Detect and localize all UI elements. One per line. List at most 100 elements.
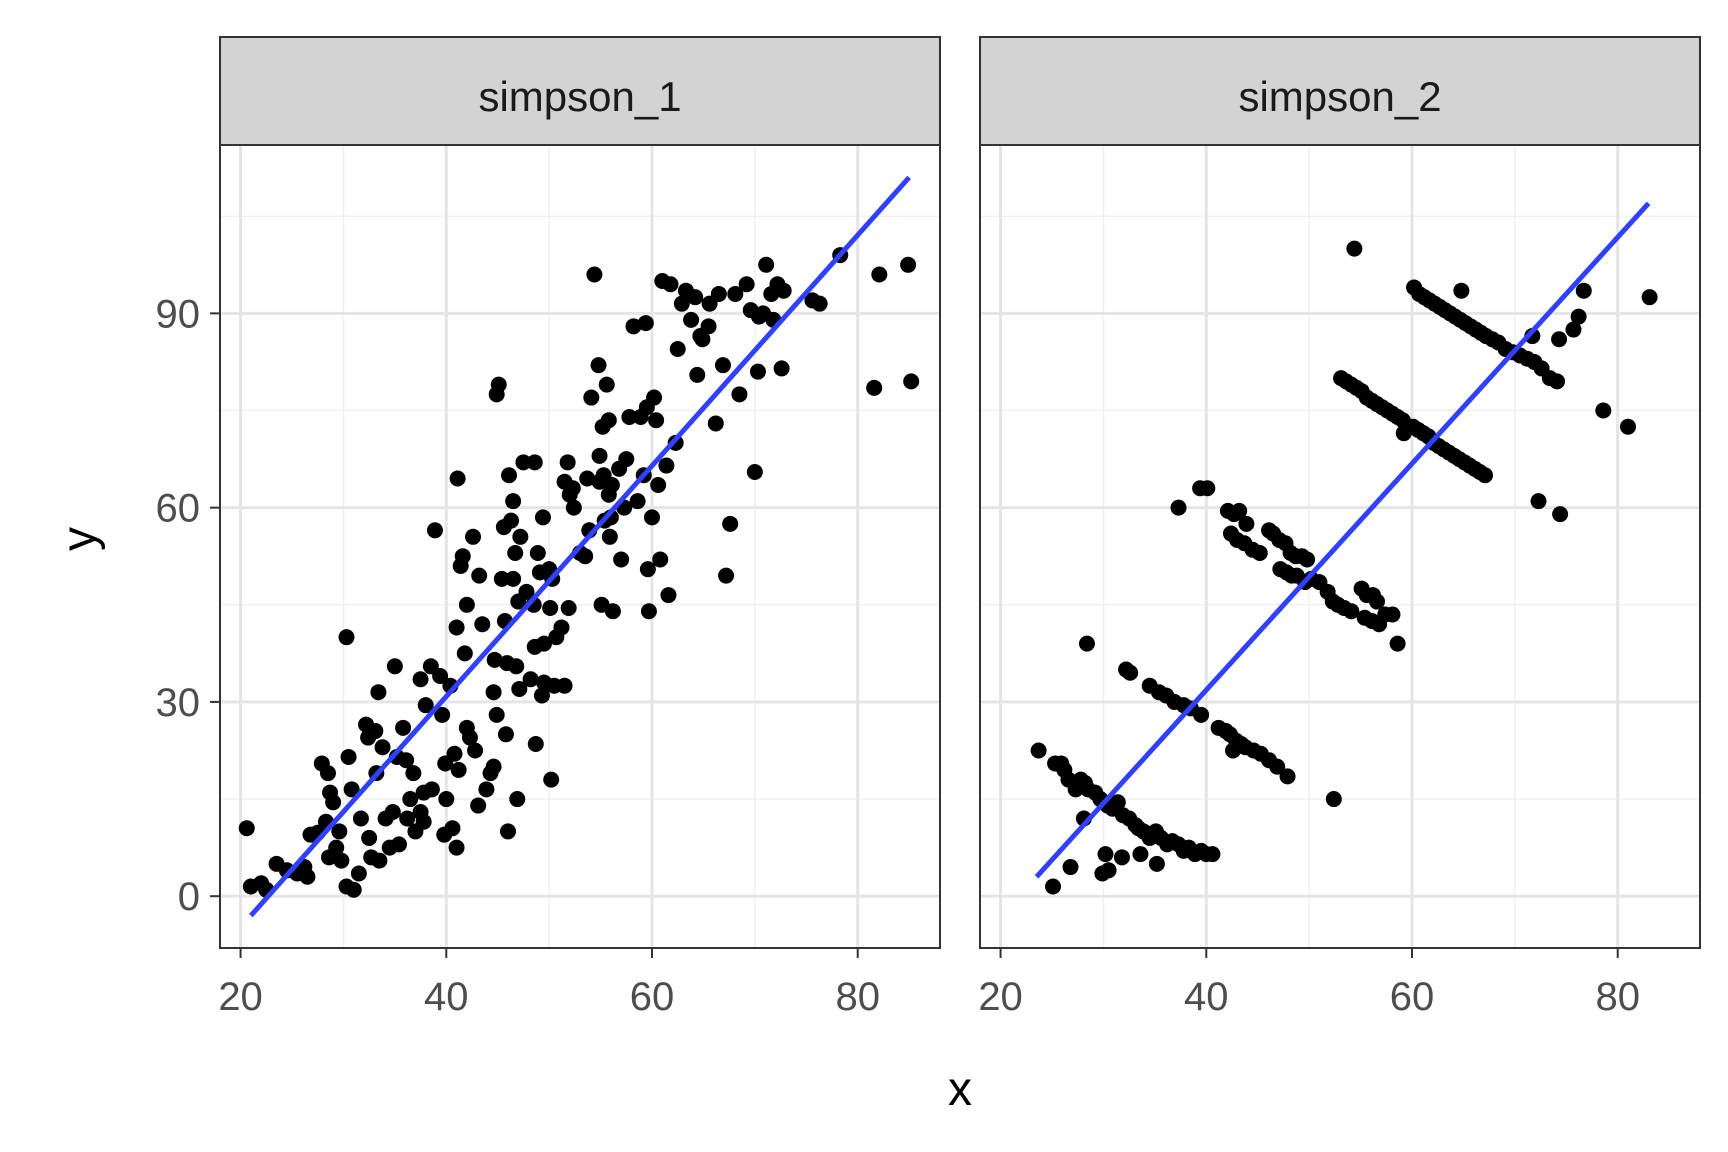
- data-point: [652, 551, 669, 568]
- data-point: [507, 544, 524, 561]
- data-point: [1279, 768, 1296, 785]
- data-point: [637, 315, 654, 332]
- data-point: [325, 794, 342, 811]
- data-point: [1113, 849, 1130, 866]
- data-point: [722, 515, 739, 532]
- data-point: [500, 823, 516, 840]
- data-point: [529, 544, 546, 561]
- data-point: [718, 567, 735, 584]
- data-point: [456, 645, 473, 662]
- data-point: [600, 412, 617, 429]
- data-point: [361, 829, 378, 846]
- data-point: [474, 616, 491, 633]
- data-point: [598, 376, 615, 393]
- data-point: [467, 742, 484, 759]
- data-point: [638, 399, 655, 416]
- data-point: [1549, 373, 1566, 390]
- data-point: [438, 791, 455, 808]
- data-point: [412, 671, 429, 688]
- x-axis-title: x: [948, 1063, 972, 1116]
- data-point: [465, 528, 482, 545]
- data-point: [352, 810, 369, 827]
- data-point: [1477, 467, 1494, 484]
- data-point: [331, 823, 348, 840]
- data-point: [1097, 846, 1114, 863]
- data-point: [1238, 515, 1255, 532]
- data-point: [444, 820, 461, 837]
- trend-line: [248, 175, 912, 918]
- data-point: [432, 668, 449, 685]
- data-point: [625, 318, 642, 335]
- data-point: [490, 376, 507, 393]
- data-point: [426, 522, 443, 539]
- x-tick-label: 20: [218, 975, 263, 1019]
- plot-area-simpson-2: [979, 144, 1701, 949]
- data-point: [415, 813, 432, 830]
- plot-area-simpson-1: [219, 144, 941, 949]
- data-point: [707, 415, 724, 432]
- data-point: [384, 804, 401, 821]
- data-point: [1384, 606, 1401, 623]
- data-point: [1132, 846, 1149, 863]
- data-point: [522, 671, 539, 688]
- x-tick-label: 20: [978, 975, 1023, 1019]
- data-point: [660, 587, 677, 604]
- data-point: [673, 295, 690, 312]
- data-point: [564, 480, 581, 497]
- y-tick-label: 0: [178, 875, 200, 919]
- data-point: [448, 839, 465, 856]
- data-point: [340, 748, 357, 765]
- data-point: [370, 684, 387, 701]
- data-point: [405, 765, 422, 782]
- panel-border: [219, 144, 941, 949]
- data-point: [648, 412, 665, 429]
- data-point: [1325, 791, 1342, 808]
- data-point: [518, 583, 535, 600]
- data-point: [515, 454, 532, 471]
- data-point: [448, 619, 465, 636]
- data-point: [639, 561, 656, 578]
- data-point: [350, 865, 367, 882]
- data-point: [1062, 859, 1079, 876]
- x-tick-label: 80: [1595, 975, 1640, 1019]
- data-point: [1100, 862, 1117, 879]
- data-point: [417, 697, 434, 714]
- data-point: [505, 570, 522, 587]
- data-point: [458, 596, 475, 613]
- data-point: [689, 366, 706, 383]
- data-point: [486, 651, 503, 668]
- data-point: [1148, 855, 1165, 872]
- data-point: [1565, 321, 1582, 338]
- data-point: [1369, 593, 1386, 610]
- data-point: [488, 706, 505, 723]
- data-point: [604, 603, 621, 620]
- data-point: [345, 881, 362, 898]
- data-point: [1595, 402, 1612, 419]
- y-axis-ticks: 0 30 60 90: [156, 292, 220, 919]
- data-point: [590, 357, 607, 374]
- x-tick-label: 40: [424, 975, 469, 1019]
- data-point: [423, 781, 440, 798]
- data-point: [559, 454, 576, 471]
- data-point: [1389, 635, 1406, 652]
- data-point: [450, 761, 467, 778]
- data-point: [553, 619, 570, 636]
- data-point: [900, 256, 917, 273]
- data-point: [321, 849, 338, 866]
- data-point: [629, 493, 646, 510]
- data-point: [478, 781, 495, 798]
- data-point: [758, 256, 775, 273]
- data-point: [601, 528, 618, 545]
- data-point: [650, 476, 667, 493]
- data-point: [565, 499, 582, 516]
- data-point: [1193, 706, 1210, 723]
- data-point: [503, 512, 520, 529]
- data-point: [1395, 425, 1412, 442]
- data-point: [1251, 544, 1268, 561]
- data-point: [395, 719, 412, 736]
- data-point: [449, 470, 466, 487]
- data-point: [871, 266, 888, 283]
- y-tick-label: 90: [156, 292, 201, 336]
- data-point: [577, 548, 594, 565]
- data-point: [1620, 418, 1636, 435]
